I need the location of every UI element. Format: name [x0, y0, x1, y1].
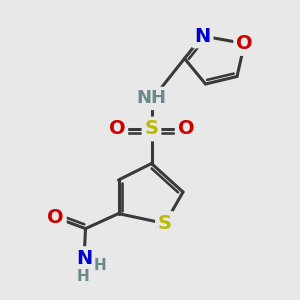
Text: N: N: [194, 26, 211, 46]
Text: N: N: [76, 249, 92, 268]
Text: O: O: [178, 119, 194, 139]
Text: O: O: [47, 208, 64, 227]
Text: O: O: [109, 119, 125, 139]
Text: H: H: [94, 258, 107, 273]
Text: S: S: [158, 214, 172, 233]
Text: O: O: [236, 34, 253, 53]
Text: NH: NH: [136, 89, 166, 107]
Text: S: S: [145, 119, 158, 139]
Text: H: H: [77, 269, 90, 284]
